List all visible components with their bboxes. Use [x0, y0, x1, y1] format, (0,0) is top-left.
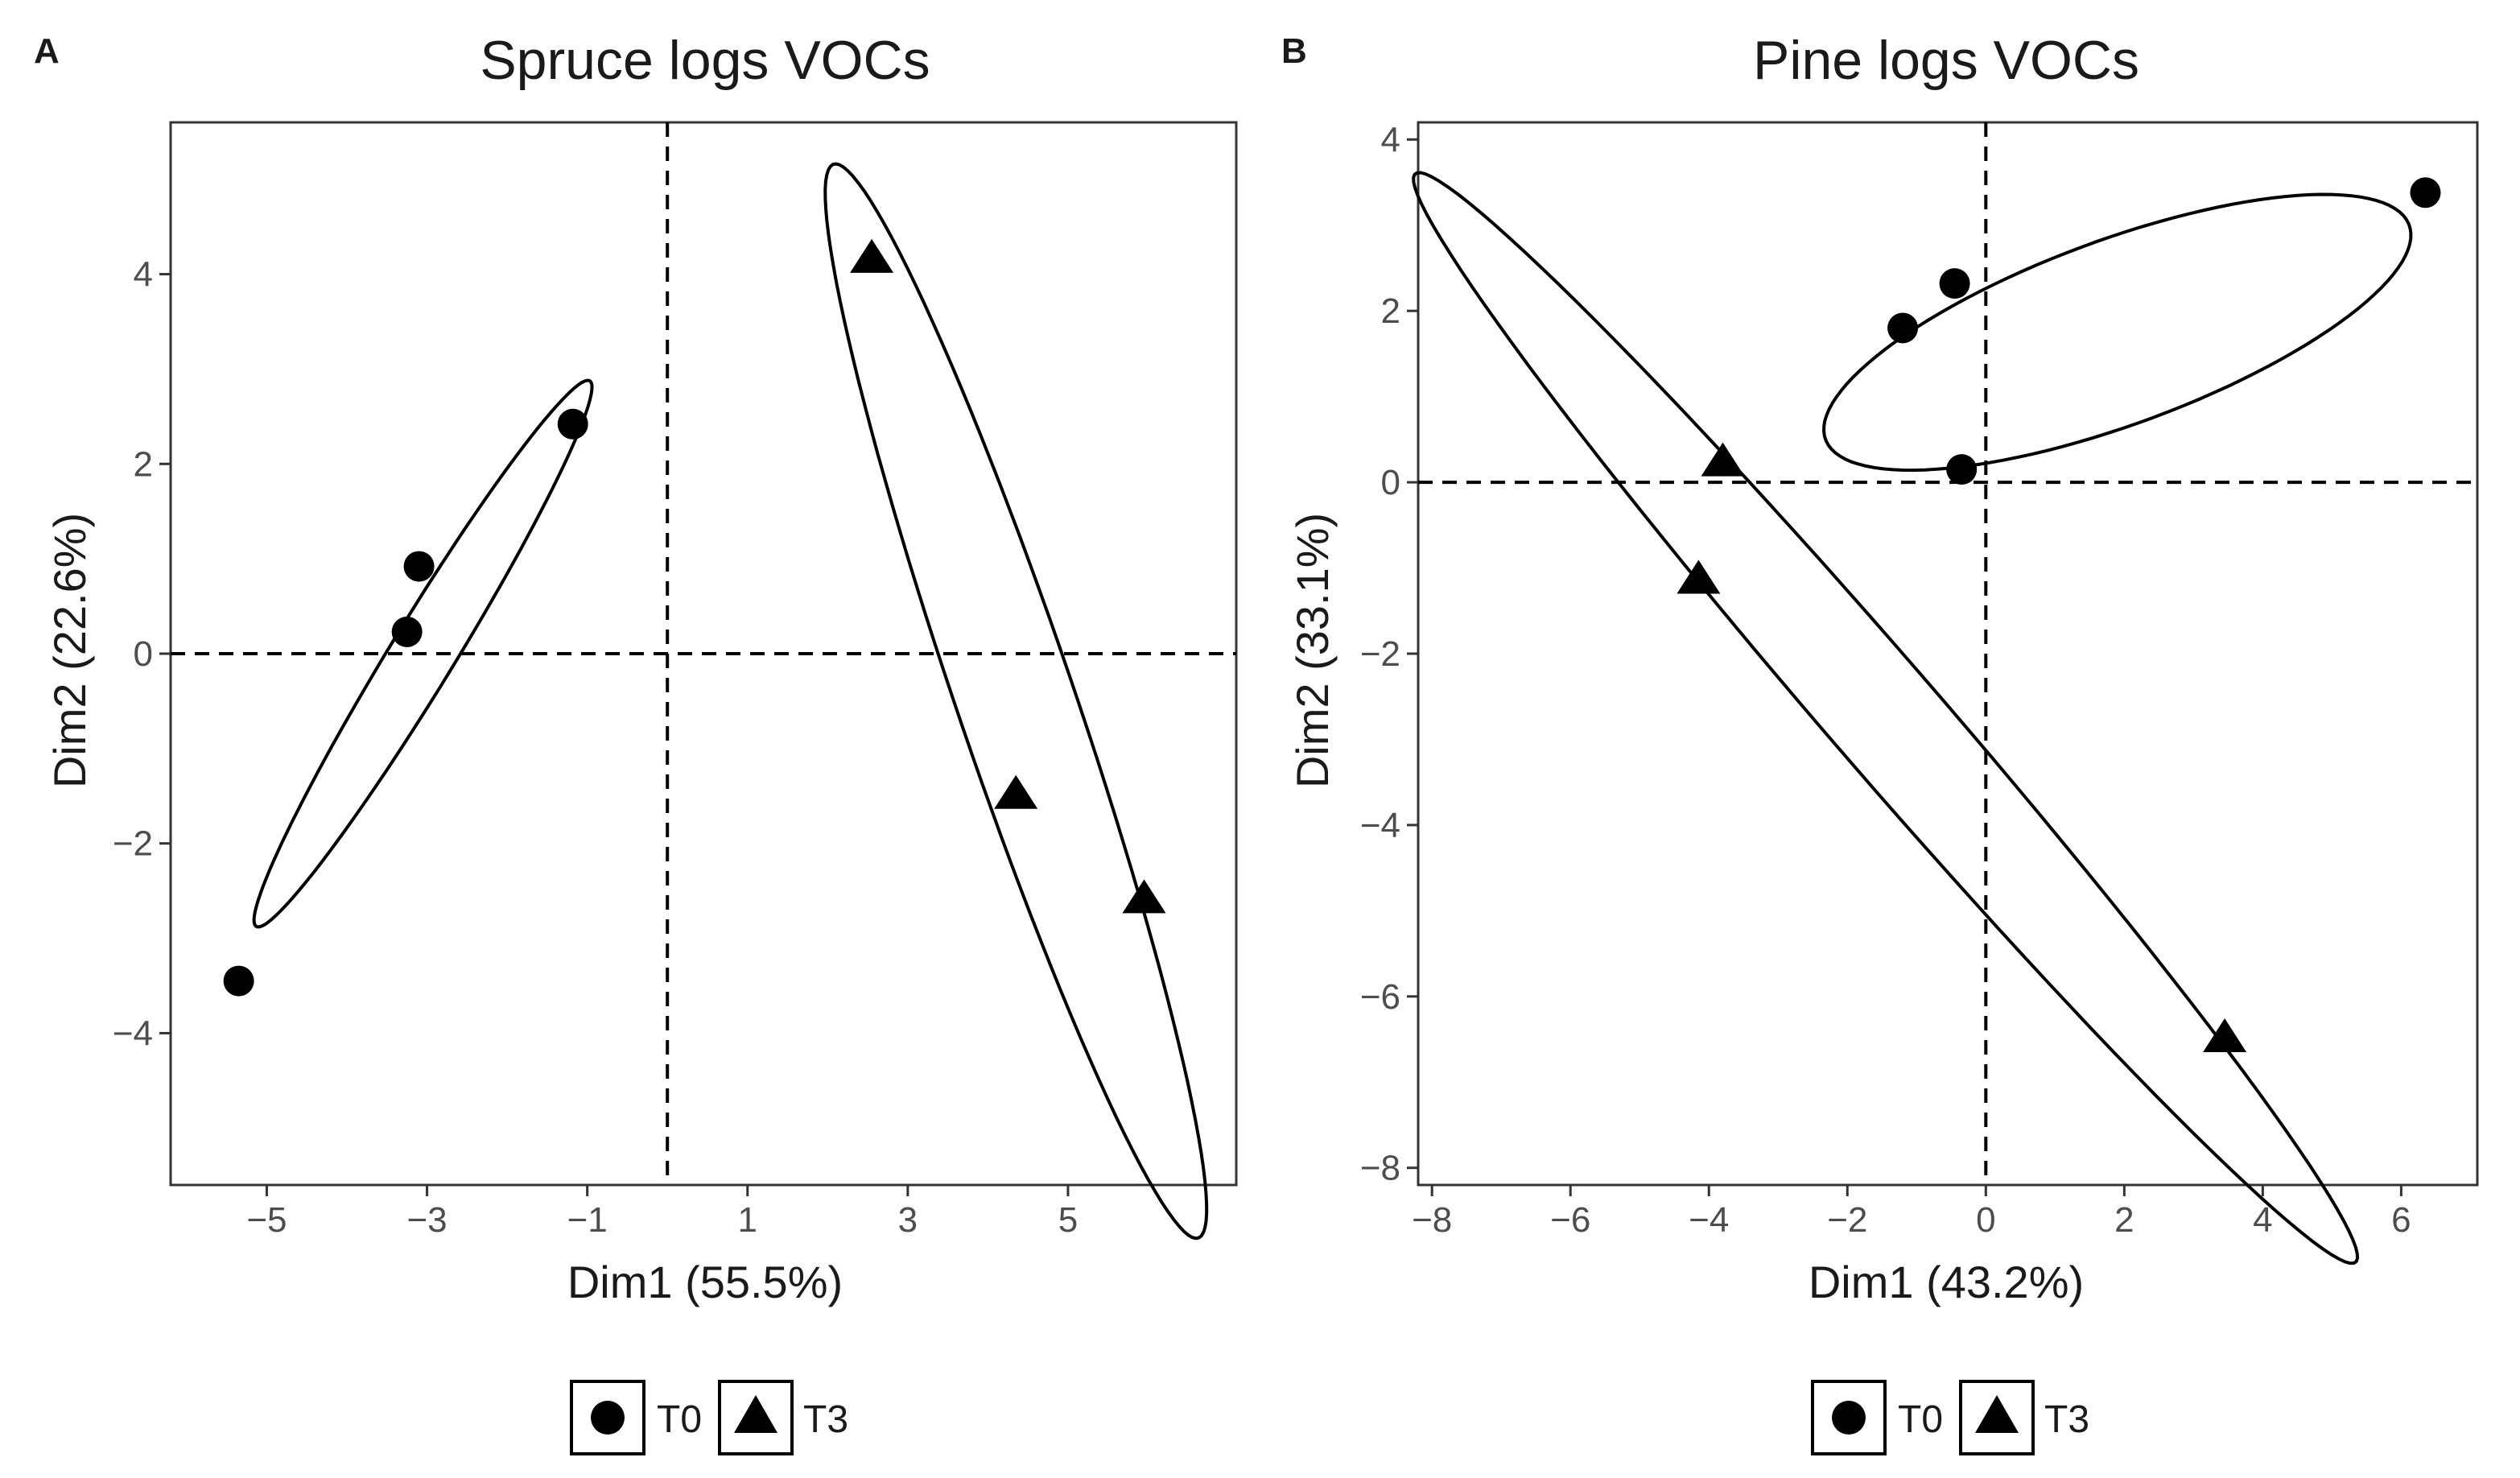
y-tick-label-spruce: −2 [113, 824, 153, 864]
legend-triangle-icon-pine [1975, 1395, 2019, 1433]
x-tick-label-spruce: 1 [738, 1200, 757, 1240]
x-tick-label-pine: −6 [1550, 1200, 1590, 1240]
legend-label-t0-spruce: T0 [657, 1398, 702, 1441]
point-t0-spruce [223, 965, 254, 997]
y-tick-label-pine: 4 [1381, 120, 1400, 159]
point-t3-spruce [994, 774, 1038, 809]
x-tick-label-spruce: −1 [567, 1200, 608, 1240]
panel-b-pine: B Pine logs VOCs Dim1 (43.2%) Dim2 (33.1… [1281, 30, 2479, 1455]
point-t0-pine [1946, 454, 1978, 485]
point-t3-spruce [850, 238, 894, 273]
legend-circle-icon-pine [1832, 1401, 1866, 1435]
point-t3-pine [2203, 1018, 2247, 1052]
panel-letter-b: B [1281, 31, 1307, 71]
x-tick-label-spruce: 5 [1058, 1200, 1078, 1240]
x-tick-label-pine: 2 [2114, 1200, 2134, 1240]
ellipse-t0-spruce [252, 378, 594, 929]
y-tick-label-spruce: 2 [134, 444, 153, 484]
chart-title-spruce: Spruce logs VOCs [480, 30, 930, 91]
point-t3-pine [1677, 559, 1721, 594]
x-tick-label-pine: 0 [1976, 1200, 1995, 1240]
panel-a-spruce: A Spruce logs VOCs Dim1 (55.5%) Dim2 (22… [34, 30, 1238, 1455]
y-tick-label-pine: −6 [1360, 977, 1400, 1017]
point-t0-spruce [403, 551, 435, 582]
x-tick-label-pine: −2 [1827, 1200, 1867, 1240]
y-axis-label-spruce: Dim2 (22.6%) [44, 513, 95, 788]
panel-letter-a: A [34, 31, 60, 71]
point-t3-pine [1701, 442, 1745, 477]
legend-label-t0-pine: T0 [1898, 1398, 1943, 1441]
ellipse-t3-spruce [823, 162, 1209, 1241]
legend-label-t3-pine: T3 [2044, 1398, 2089, 1441]
legend-spruce: T0 T3 [570, 1380, 848, 1455]
x-axis-label-pine: Dim1 (43.2%) [1809, 1257, 2084, 1307]
chart-title-pine: Pine logs VOCs [1753, 30, 2139, 91]
x-tick-label-pine: 6 [2391, 1200, 2411, 1240]
y-tick-label-spruce: −4 [113, 1014, 153, 1053]
legend-triangle-icon-spruce [734, 1395, 777, 1433]
legend-label-t3-spruce: T3 [803, 1398, 848, 1441]
point-t0-pine [1939, 268, 1970, 299]
y-tick-label-pine: −2 [1360, 634, 1400, 674]
y-tick-label-spruce: 0 [134, 634, 153, 674]
x-tick-label-spruce: −3 [406, 1200, 447, 1240]
y-tick-label-pine: 0 [1381, 463, 1400, 502]
y-tick-label-spruce: 4 [134, 255, 153, 295]
legend-circle-icon-spruce [591, 1401, 625, 1435]
y-axis-label-pine: Dim2 (33.1%) [1287, 513, 1338, 788]
point-t0-spruce [391, 616, 423, 647]
point-t0-pine [1887, 312, 1919, 344]
y-tick-label-pine: 2 [1381, 291, 1400, 331]
y-tick-label-pine: −8 [1360, 1149, 1400, 1188]
y-tick-label-pine: −4 [1360, 806, 1400, 845]
x-tick-label-pine: −8 [1412, 1200, 1452, 1240]
ellipse-t3-pine [1412, 171, 2360, 1265]
point-t3-spruce [1122, 879, 1166, 914]
ellipse-t0-pine [1822, 192, 2413, 473]
point-t0-pine [2410, 177, 2441, 208]
x-tick-label-spruce: 3 [898, 1200, 918, 1240]
plot-area-spruce: −5 −3 −1 1 3 5 −4 −2 0 2 4 [113, 121, 1238, 1241]
x-tick-label-pine: −4 [1689, 1200, 1729, 1240]
legend-pine: T0 T3 [1811, 1380, 2089, 1455]
x-axis-label-spruce: Dim1 (55.5%) [567, 1257, 843, 1307]
x-tick-label-spruce: −5 [246, 1200, 287, 1240]
point-t0-spruce [557, 408, 588, 440]
